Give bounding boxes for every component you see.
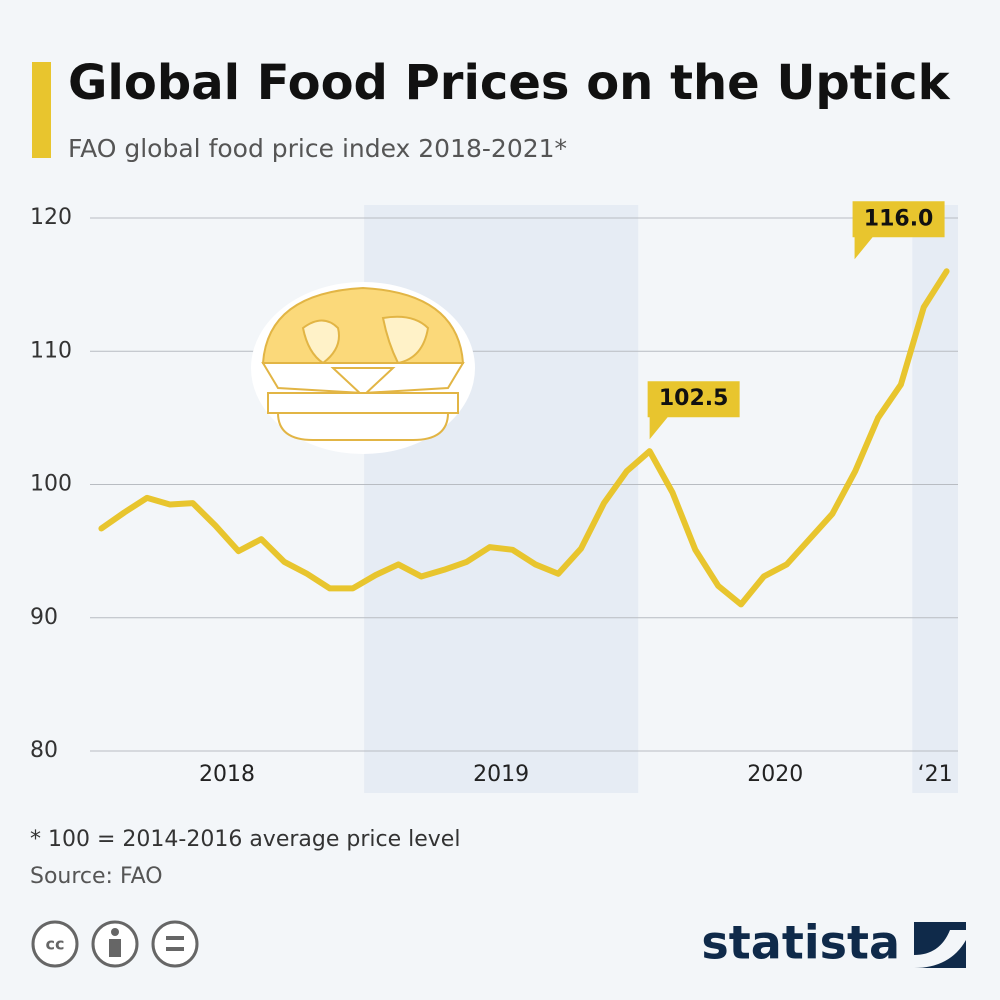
value-callout: 116.0 [852, 201, 945, 260]
grid: 80 90 100 110 120 2018 2019 2020 ‘21 [30, 205, 958, 787]
y-tick-label: 90 [30, 605, 58, 630]
callout-box [852, 201, 945, 260]
y-tick-label: 100 [30, 472, 72, 497]
brand-mark [914, 922, 966, 968]
x-tick-label: 2019 [473, 762, 529, 787]
source: Source: FAO [30, 864, 163, 889]
x-tick-label: ‘21 [918, 762, 953, 787]
y-tick-label: 110 [30, 338, 72, 363]
footnote: * 100 = 2014-2016 average price level [30, 827, 460, 852]
license-icons: cc [31, 920, 199, 968]
value-label: 116.0 [864, 206, 934, 231]
title-accent [32, 62, 51, 158]
value-callout: 102.5 [647, 381, 740, 440]
brand-logo: statista [701, 916, 900, 970]
line [98, 268, 950, 608]
x-tick-label: 2018 [199, 762, 255, 787]
svg-text:cc: cc [46, 935, 65, 954]
y-tick-label: 80 [30, 738, 58, 763]
callout-box [647, 381, 740, 440]
chart-subtitle: FAO global food price index 2018-2021* [68, 134, 567, 163]
burger-illustration [251, 282, 475, 454]
x-tick-label: 2020 [747, 762, 803, 787]
chart-title: Global Food Prices on the Uptick [68, 55, 951, 111]
plot: 102.5 116.0 [98, 201, 950, 608]
value-label: 102.5 [659, 386, 729, 411]
year-band [912, 205, 958, 793]
y-tick-label: 120 [30, 205, 72, 230]
